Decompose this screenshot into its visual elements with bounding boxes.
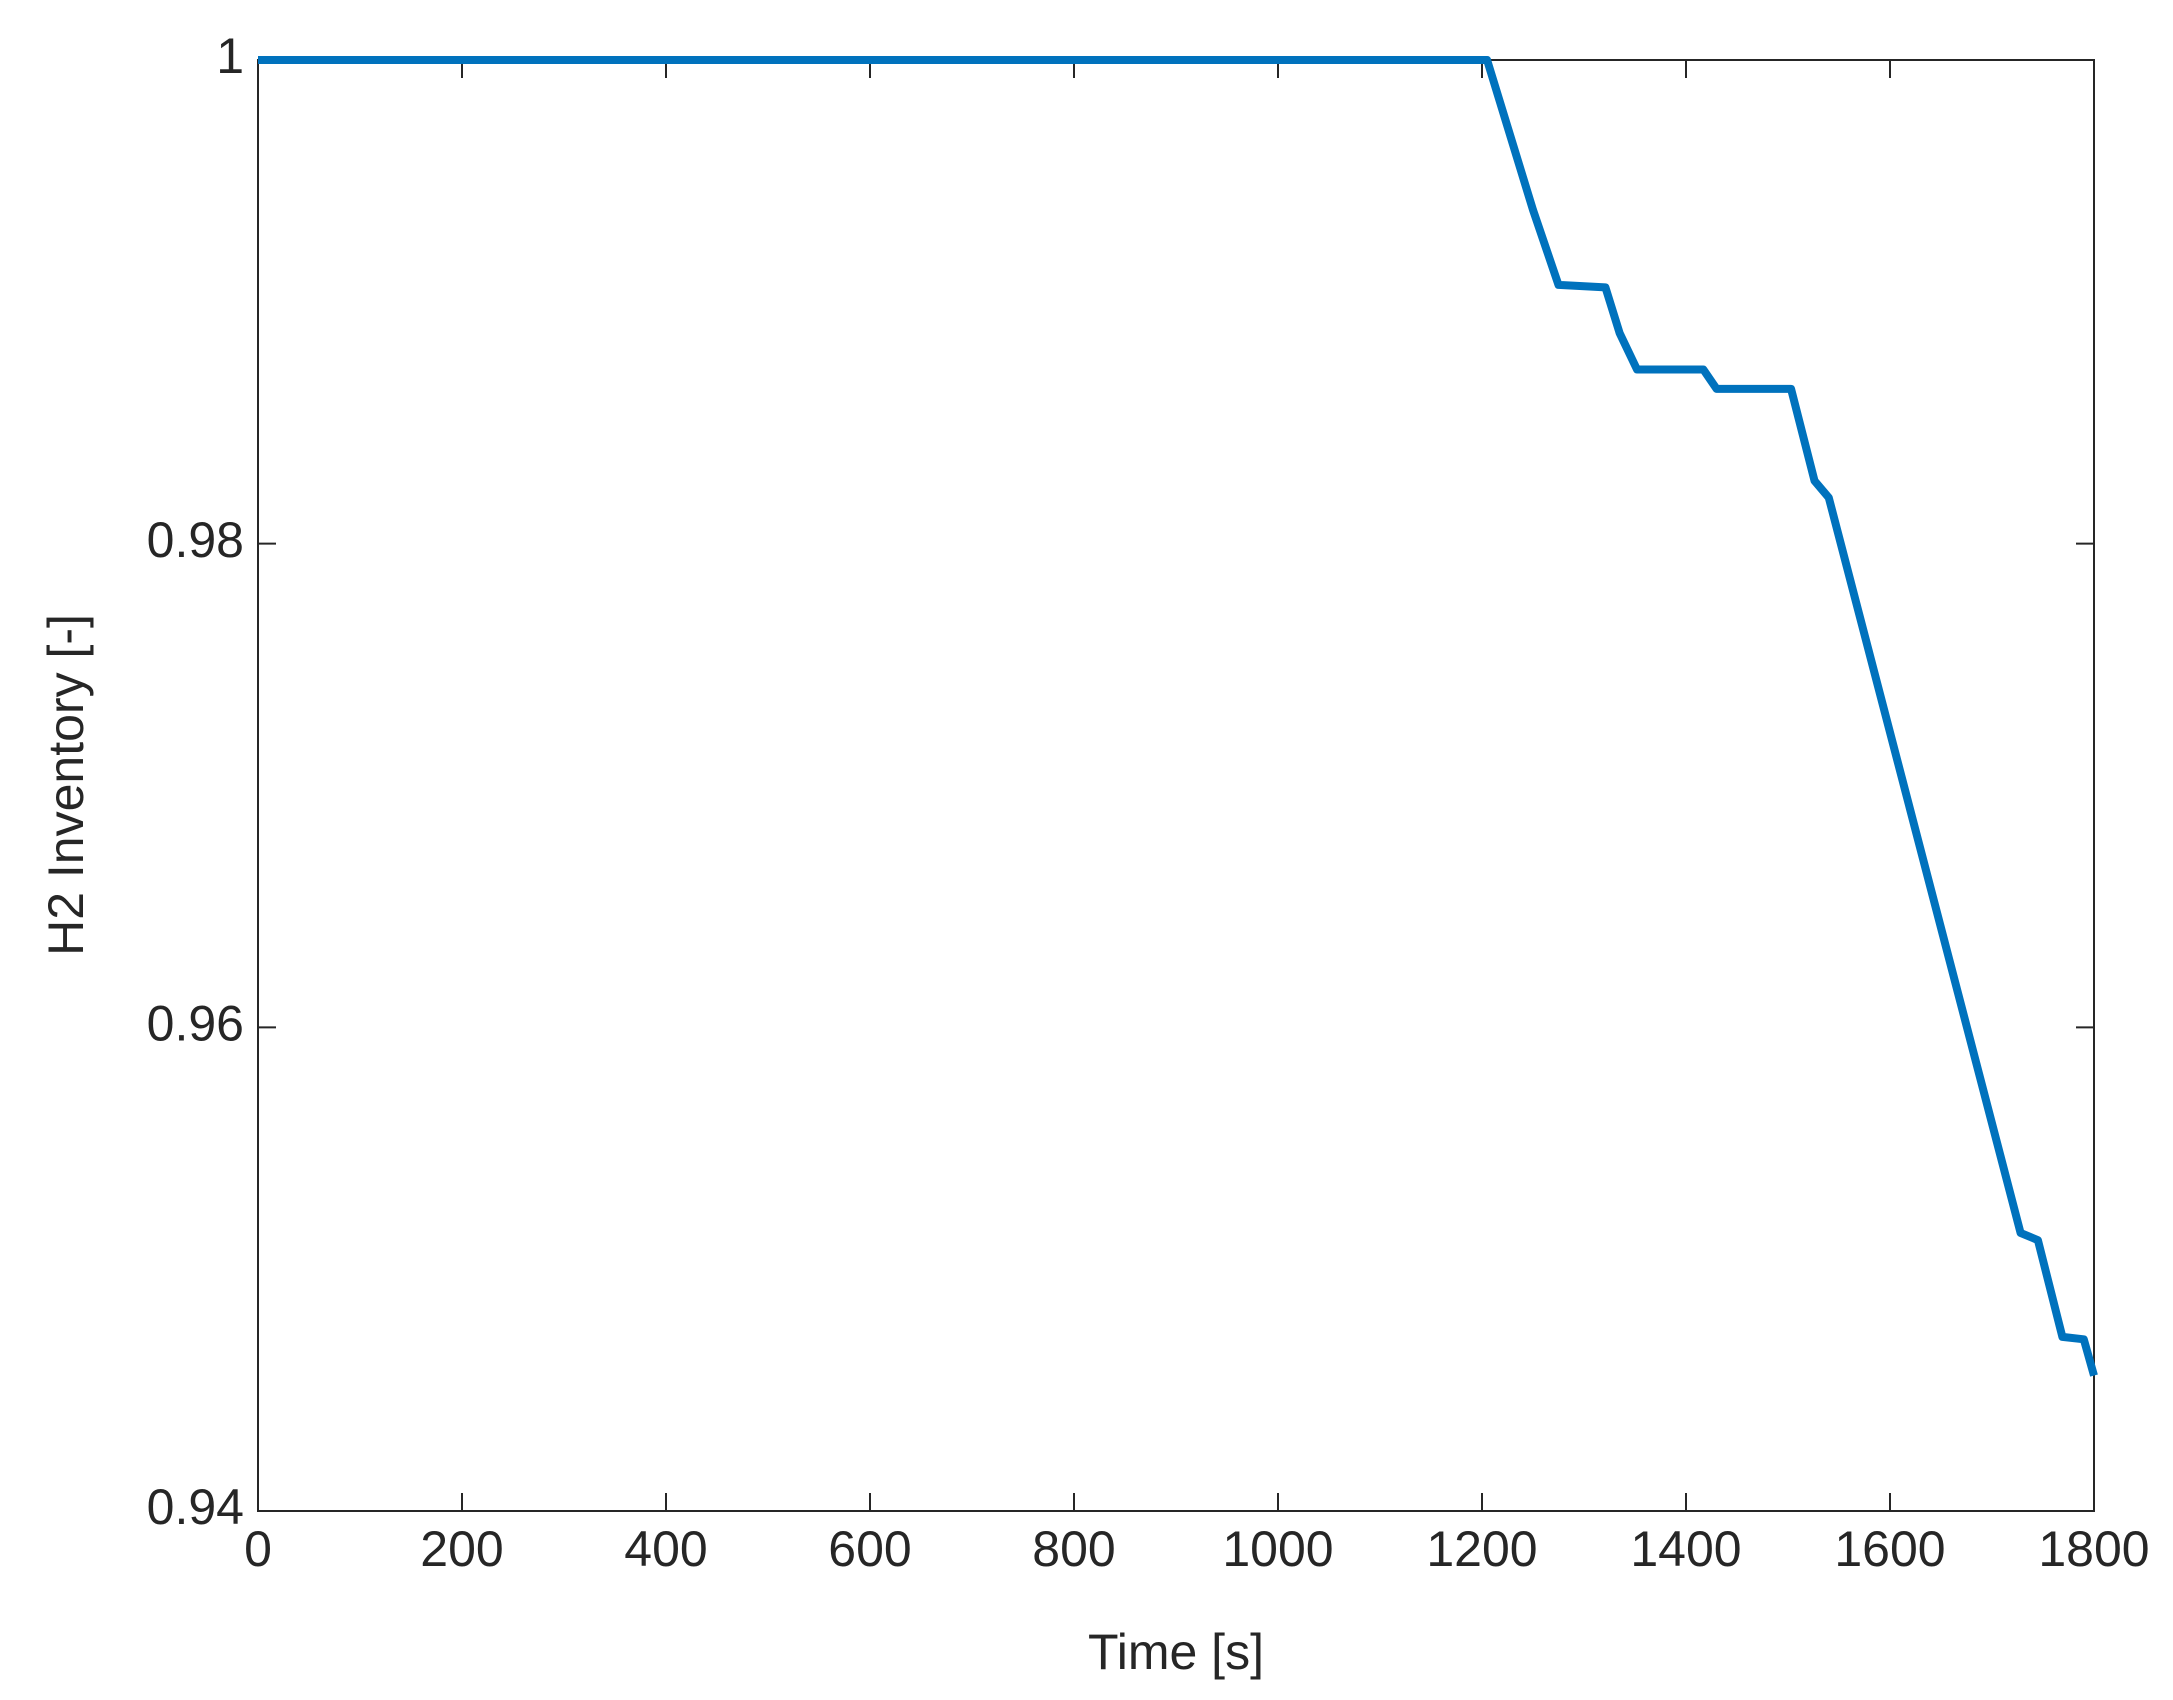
x-tick-label: 800: [1032, 1521, 1115, 1577]
x-axis-label: Time [s]: [1088, 1624, 1264, 1680]
y-tick-label: 1: [216, 28, 244, 84]
x-tick-label: 1600: [1834, 1521, 1945, 1577]
x-tick-label: 1200: [1426, 1521, 1537, 1577]
x-tick-label: 1800: [2038, 1521, 2149, 1577]
data-line: [258, 56, 2098, 1377]
plot-area: [257, 59, 2095, 1512]
y-tick-label: 0.96: [147, 996, 244, 1052]
y-tick-label: 0.94: [147, 1479, 244, 1535]
y-axis-label: H2 Inventory [-]: [38, 614, 94, 956]
x-tick-label: 1400: [1630, 1521, 1741, 1577]
x-tick-label: 600: [828, 1521, 911, 1577]
x-tick-label: 1000: [1222, 1521, 1333, 1577]
x-tick-label: 200: [420, 1521, 503, 1577]
x-tick-label: 0: [244, 1521, 272, 1577]
y-tick-label: 0.98: [147, 512, 244, 568]
x-tick-label: 400: [624, 1521, 707, 1577]
